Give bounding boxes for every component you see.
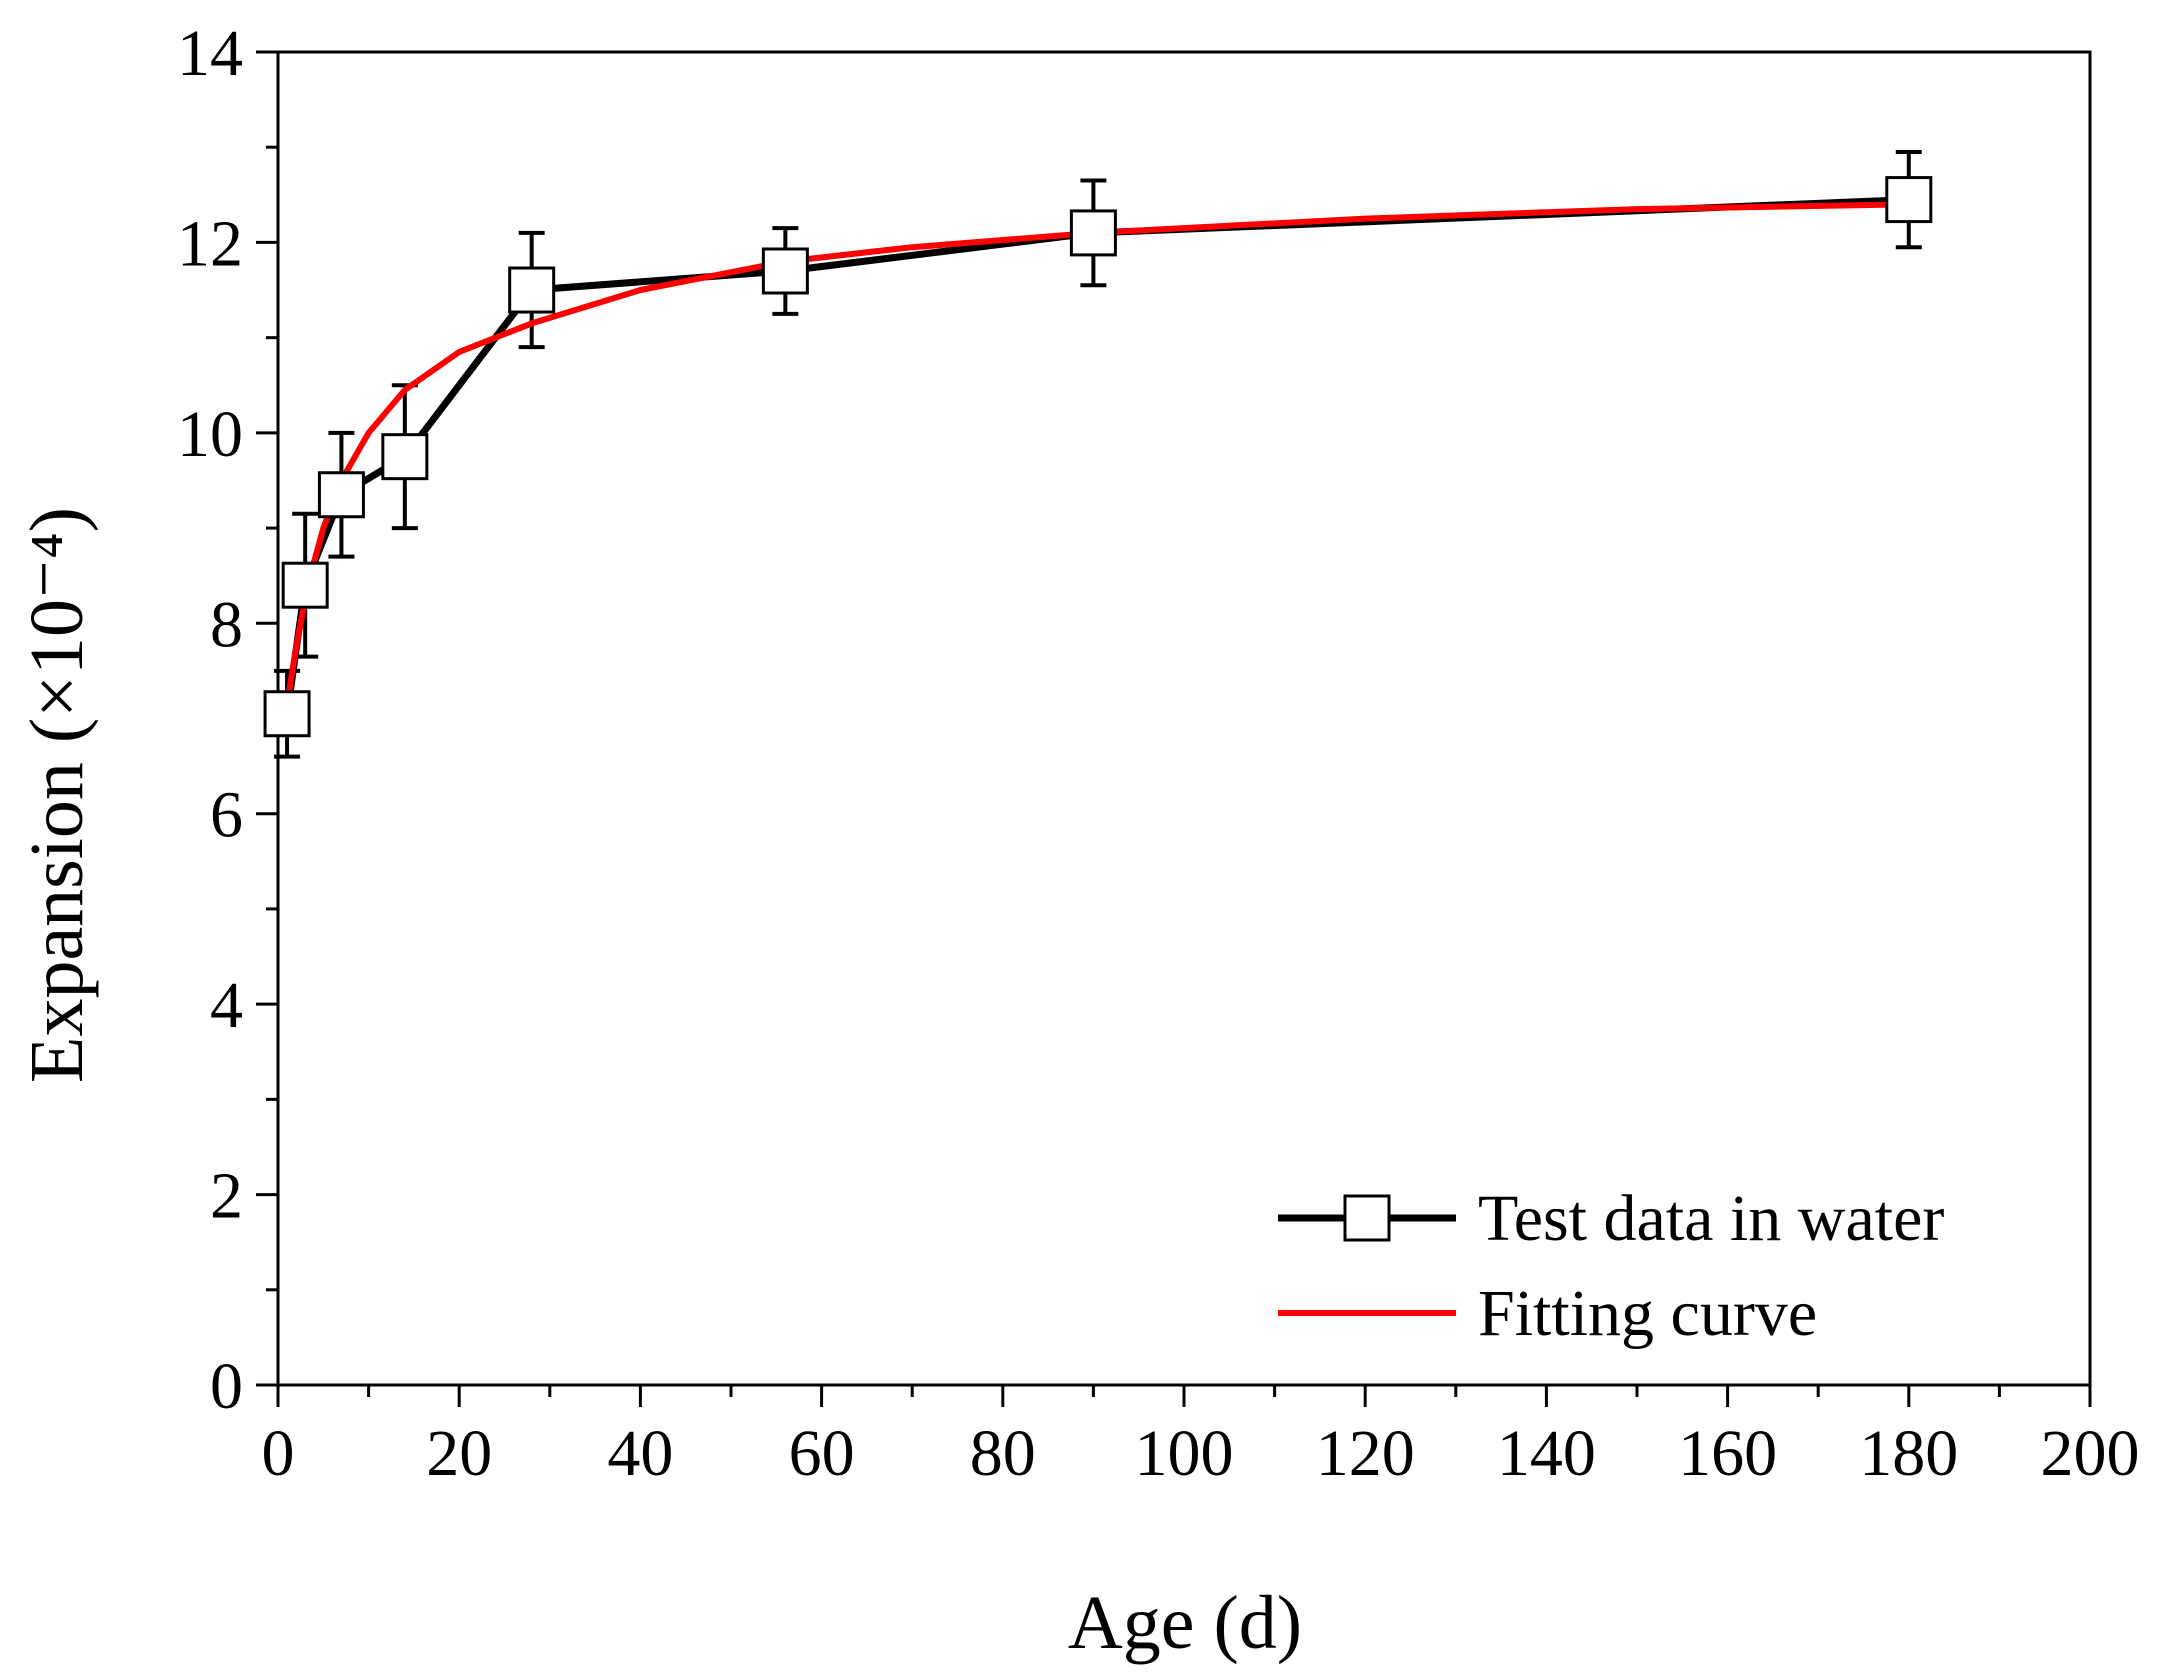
x-tick-label: 100 xyxy=(1135,1417,1234,1490)
x-tick-label: 80 xyxy=(970,1417,1036,1490)
x-tick-label: 0 xyxy=(262,1417,295,1490)
y-tick-label: 8 xyxy=(210,588,243,661)
x-tick-label: 140 xyxy=(1497,1417,1596,1490)
data-point-marker xyxy=(1885,176,1933,224)
x-tick-label: 160 xyxy=(1678,1417,1777,1490)
y-tick-label: 10 xyxy=(177,398,243,471)
data-point-marker xyxy=(761,247,809,295)
data-point-marker xyxy=(263,690,311,738)
legend-marker-test-data xyxy=(1343,1194,1391,1242)
data-point-marker xyxy=(381,433,429,481)
data-point-marker xyxy=(1069,209,1117,257)
x-axis-title: Age (d) xyxy=(1068,1581,1302,1665)
x-tick-label: 180 xyxy=(1859,1417,1958,1490)
y-tick-label: 4 xyxy=(210,969,243,1042)
legend-label-fitting-curve: Fitting curve xyxy=(1478,1277,1817,1350)
y-tick-label: 6 xyxy=(210,779,243,852)
y-axis-title: Expansion (×10⁻⁴) xyxy=(15,507,99,1083)
y-tick-label: 0 xyxy=(210,1350,243,1423)
data-point-marker xyxy=(317,471,365,519)
x-tick-label: 40 xyxy=(607,1417,673,1490)
legend-label-test-data: Test data in water xyxy=(1478,1182,1944,1255)
x-tick-label: 200 xyxy=(2041,1417,2140,1490)
y-tick-label: 14 xyxy=(177,17,243,90)
x-tick-label: 120 xyxy=(1316,1417,1415,1490)
data-point-marker xyxy=(281,561,329,609)
x-tick-label: 20 xyxy=(426,1417,492,1490)
data-point-marker xyxy=(508,266,556,314)
y-tick-label: 2 xyxy=(210,1160,243,1233)
y-tick-label: 12 xyxy=(177,207,243,280)
x-tick-label: 60 xyxy=(789,1417,855,1490)
